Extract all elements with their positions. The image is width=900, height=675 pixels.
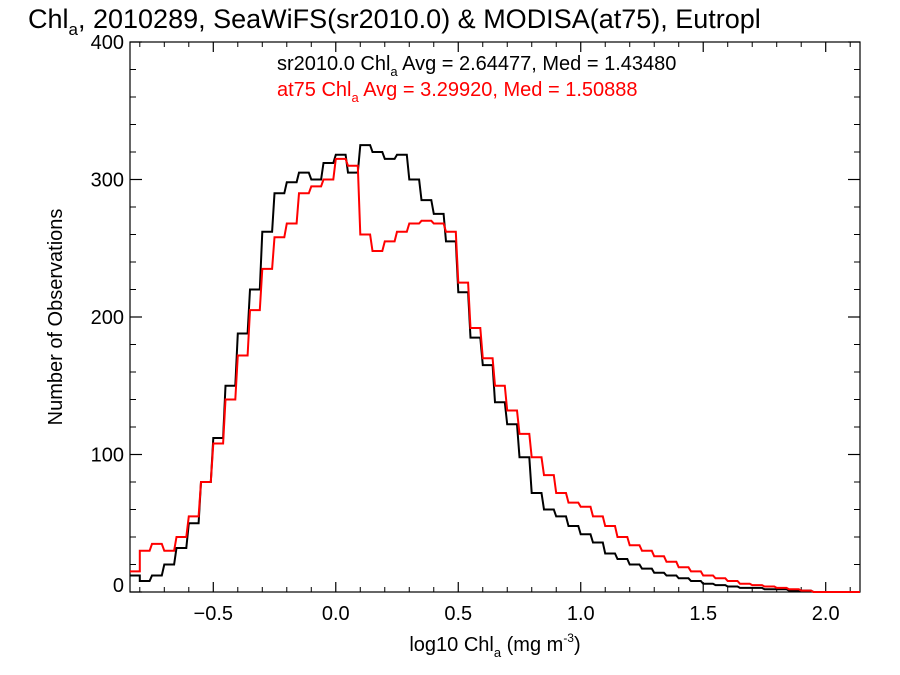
y-tick-label: 100: [91, 445, 124, 467]
x-tick-label: 0.0: [322, 603, 350, 625]
chart-title: Chla, 2010289, SeaWiFS(sr2010.0) & MODIS…: [28, 4, 761, 39]
x-tick-label: 2.0: [812, 603, 840, 625]
y-tick-label: 400: [91, 32, 124, 54]
y-tick-label: 200: [91, 307, 124, 329]
plot-frame: [129, 41, 861, 593]
y-tick-label: 0: [113, 575, 124, 597]
x-tick-label: −0.5: [194, 603, 233, 625]
chart-title-subscript: a: [69, 20, 79, 39]
chart-title-rest: , 2010289, SeaWiFS(sr2010.0) & MODISA(at…: [78, 4, 761, 34]
axis-ticks: −0.5 0.0 0.5 1.0 1.5 2.0 0 100 200 300 400: [91, 32, 860, 625]
x-axis-label: log10 Chla (mg m-3): [409, 631, 580, 660]
x-tick-label: 0.5: [444, 603, 472, 625]
series-line-0: [130, 144, 860, 593]
data-series: [130, 144, 860, 593]
legend-entry-sr2010: sr2010.0 Chla Avg = 2.64477, Med = 1.434…: [277, 53, 676, 79]
legend-entry-at75: at75 Chla Avg = 3.29920, Med = 1.50888: [277, 79, 637, 105]
y-tick-label: 300: [91, 170, 124, 192]
x-tick-label: 1.0: [567, 603, 595, 625]
y-axis-label: Number of Observations: [45, 209, 67, 426]
series-line-1: [130, 157, 860, 593]
x-tick-label: 1.5: [689, 603, 717, 625]
chart-title-main: Chl: [28, 4, 69, 34]
